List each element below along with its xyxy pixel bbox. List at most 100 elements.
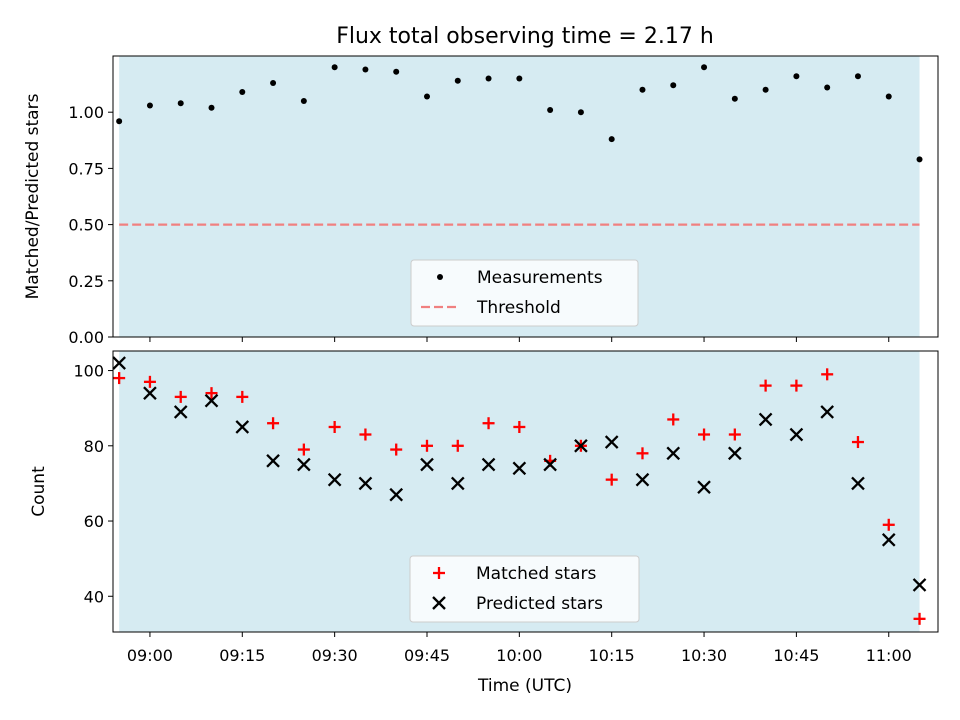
predicted-star-point (297, 457, 311, 472)
top-x-ticks (149, 337, 890, 342)
x-tick-label: 09:30 (312, 646, 358, 665)
matched-star-point (482, 417, 495, 430)
y-tick-label: 100 (73, 362, 104, 381)
legend-predicted-marker (432, 596, 446, 610)
bottom-legend: Matched stars Predicted stars (409, 555, 640, 623)
measurement-point (208, 104, 215, 111)
matched-star-point (851, 436, 864, 449)
y-tick-label: 0.00 (68, 328, 104, 347)
matched-star-point (759, 379, 772, 392)
legend-label: Measurements (477, 268, 603, 288)
matched-star-point (359, 428, 372, 441)
predicted-star-point (235, 420, 250, 434)
measurement-point (146, 102, 153, 109)
legend-label: Matched stars (476, 564, 596, 584)
measurement-point (116, 118, 123, 125)
measurement-point (239, 88, 246, 95)
matched-star-point (328, 420, 341, 433)
matched-star-point (451, 439, 464, 452)
measurement-point (485, 75, 492, 82)
predicted-star-point (420, 457, 434, 472)
y-tick-label: 40 (84, 587, 104, 606)
x-tick-label: 10:15 (589, 646, 635, 665)
bottom-y-ticks: 40 60 80 100 (73, 362, 113, 606)
predicted-stars-points (112, 356, 927, 592)
measurement-point (393, 68, 400, 75)
matched-star-point (113, 372, 126, 385)
predicted-star-point (912, 578, 927, 592)
y-tick-label: 1.00 (68, 103, 104, 122)
predicted-star-point (389, 487, 404, 502)
measurement-point (701, 64, 708, 71)
x-tick-label: 10:00 (496, 646, 542, 665)
y-tick-label: 0.75 (68, 159, 104, 178)
bottom-axes-frame (112, 350, 939, 633)
predicted-star-point (851, 476, 865, 491)
x-tick-label: 10:45 (773, 646, 819, 665)
predicted-star-point (543, 457, 557, 472)
measurement-point (670, 82, 677, 89)
matched-star-point (605, 473, 618, 486)
matched-star-point (390, 443, 403, 456)
bottom-x-ticks: 09:00 09:15 09:30 09:45 10:00 10:15 10:30 10:45… (127, 632, 912, 665)
measurement-point (854, 73, 861, 80)
predicted-star-point (481, 457, 496, 472)
measurement-point (454, 77, 461, 84)
legend-measurement-marker (437, 274, 443, 280)
y-tick-label: 80 (84, 437, 104, 456)
measurement-point (577, 109, 584, 116)
measurement-point (885, 93, 892, 100)
predicted-star-point (450, 476, 465, 491)
measurement-point (793, 73, 800, 80)
matched-star-point (420, 439, 433, 452)
matched-star-point (143, 375, 156, 388)
predicted-star-point (204, 393, 219, 408)
x-tick-label: 09:15 (219, 646, 265, 665)
matched-star-point (790, 379, 803, 392)
matched-star-point (267, 417, 280, 430)
matched-star-point (205, 387, 218, 400)
measurement-points (116, 64, 923, 163)
measurement-point (331, 64, 338, 71)
predicted-star-point (666, 446, 681, 461)
matched-stars-points (113, 368, 926, 625)
x-tick-label: 11:00 (866, 646, 912, 665)
measurement-point (824, 84, 831, 91)
measurement-point (639, 86, 646, 93)
top-y-ticks: 0.00 0.25 0.50 0.75 1.00 (68, 103, 113, 347)
predicted-star-point (758, 412, 773, 427)
legend-matched-marker (433, 567, 445, 579)
matched-star-point (728, 428, 741, 441)
y-tick-label: 0.25 (68, 272, 104, 291)
bottom-x-axis-label: Time (UTC) (477, 676, 572, 696)
matched-star-point (667, 413, 680, 426)
top-y-axis-label: Matched/Predicted stars (23, 93, 43, 299)
predicted-star-point (512, 461, 527, 476)
predicted-star-point (604, 435, 619, 449)
top-legend: Measurements Threshold (410, 259, 639, 327)
measurement-point (300, 97, 307, 104)
predicted-star-point (635, 472, 650, 487)
legend-box (409, 555, 640, 623)
predicted-star-point (358, 476, 373, 491)
x-tick-label: 09:00 (127, 646, 173, 665)
measurement-point (423, 93, 430, 100)
measurement-point (270, 79, 277, 86)
measurement-point (762, 86, 769, 93)
legend-label: Threshold (476, 298, 561, 318)
predicted-star-point (789, 427, 804, 442)
matched-star-point (174, 390, 187, 403)
predicted-star-point (143, 386, 157, 400)
top-panel: Flux total observing time = 2.17 h 0.000… (23, 24, 939, 347)
predicted-star-point (881, 533, 896, 547)
bottom-panel: 40 60 80 100 09:00 09:15 09:30 09:45 10:00 10:15… (29, 350, 939, 696)
measurement-point (177, 100, 184, 107)
matched-star-point (913, 612, 926, 625)
matched-star-point (236, 390, 249, 403)
predicted-star-point (327, 472, 342, 487)
x-tick-label: 09:45 (404, 646, 450, 665)
matched-star-point (636, 447, 649, 460)
measurement-point (731, 95, 738, 102)
predicted-star-point (697, 480, 711, 494)
